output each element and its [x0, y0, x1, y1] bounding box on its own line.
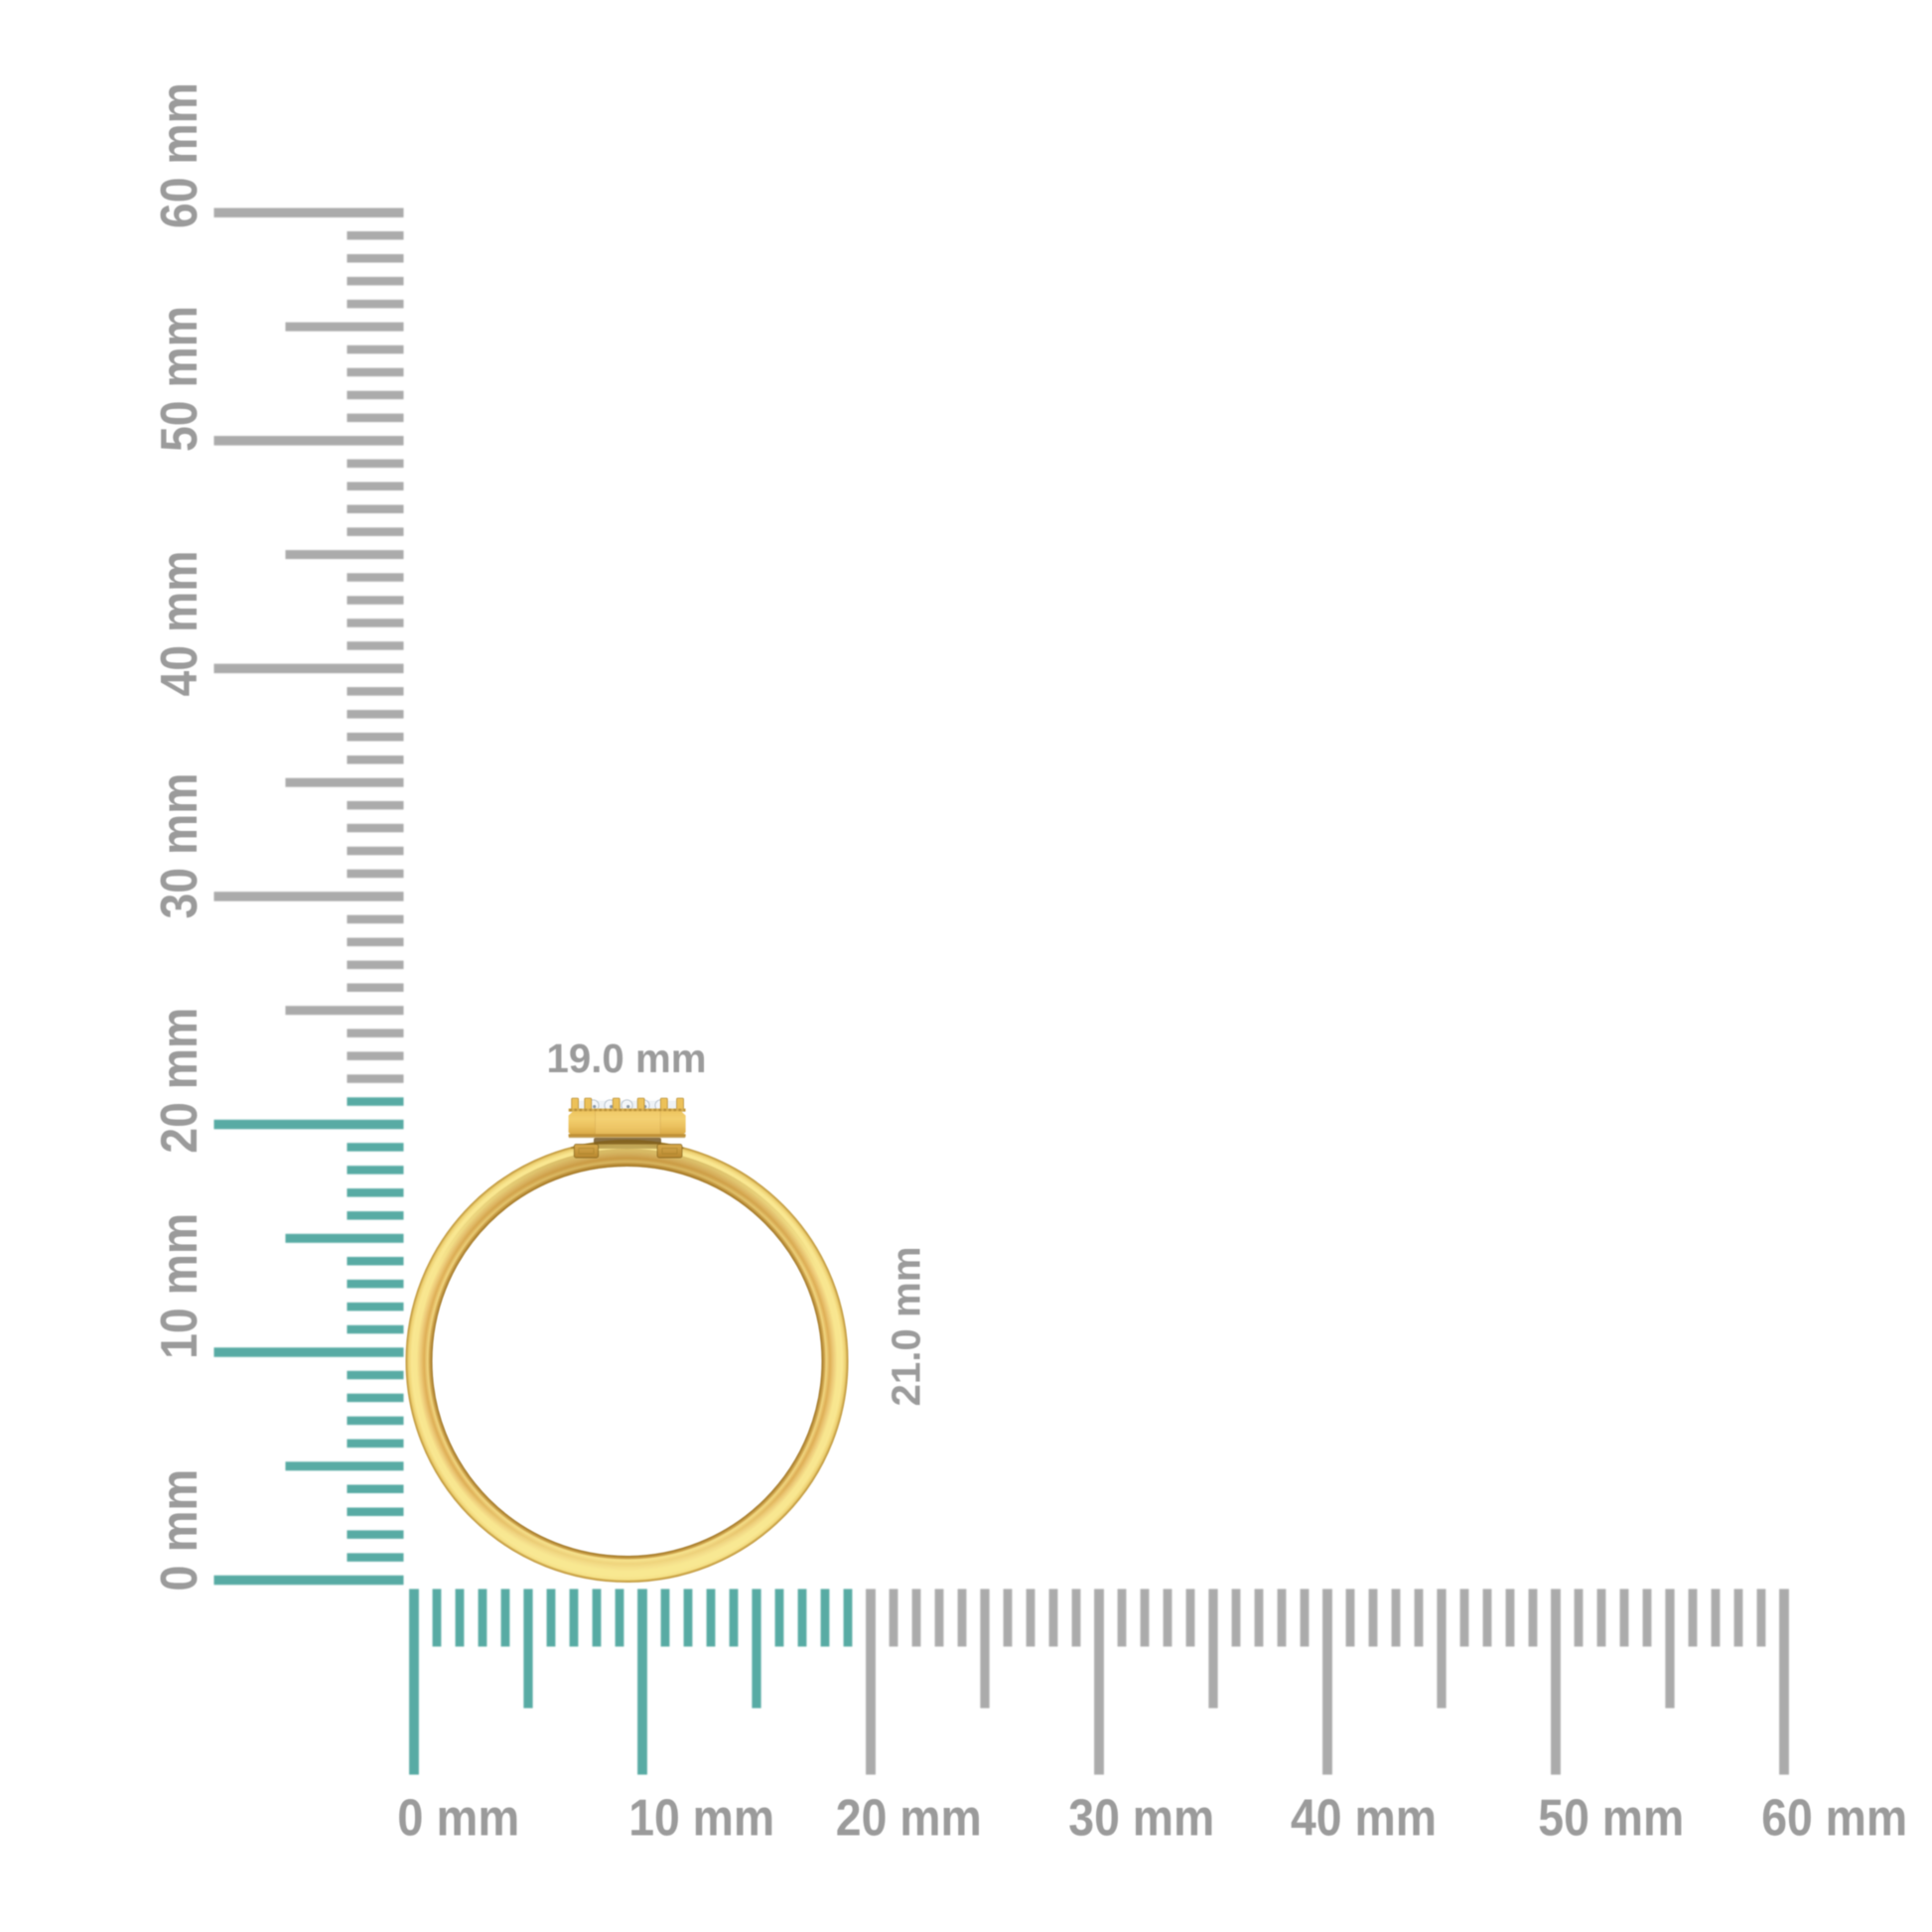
svg-text:19.0 mm: 19.0 mm: [547, 1035, 707, 1081]
svg-text:50 mm: 50 mm: [1538, 1789, 1684, 1847]
svg-text:21.0 mm: 21.0 mm: [884, 1247, 929, 1407]
svg-text:0 mm: 0 mm: [397, 1789, 519, 1847]
svg-text:10 mm: 10 mm: [628, 1789, 774, 1847]
svg-text:40 mm: 40 mm: [150, 551, 207, 697]
svg-text:30 mm: 30 mm: [1068, 1789, 1214, 1847]
svg-text:30 mm: 30 mm: [150, 773, 207, 919]
svg-text:50 mm: 50 mm: [150, 306, 207, 452]
svg-text:20 mm: 20 mm: [836, 1789, 982, 1847]
svg-text:60 mm: 60 mm: [1761, 1789, 1907, 1847]
svg-text:0 mm: 0 mm: [150, 1469, 207, 1591]
svg-text:40 mm: 40 mm: [1291, 1789, 1437, 1847]
svg-text:20 mm: 20 mm: [150, 1008, 207, 1154]
svg-text:10 mm: 10 mm: [150, 1213, 207, 1359]
svg-text:60 mm: 60 mm: [150, 82, 207, 228]
